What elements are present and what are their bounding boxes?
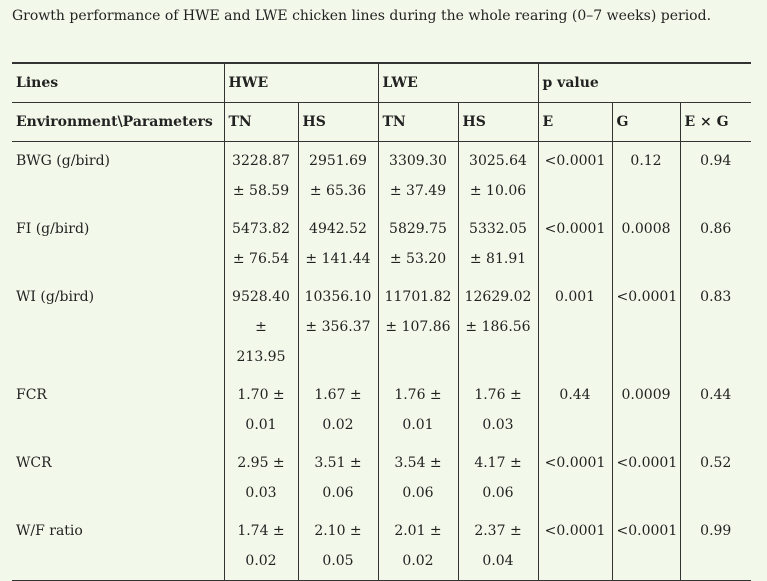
header-cell: E × G (679, 102, 752, 142)
header-cell: G (611, 102, 681, 142)
table-body: BWG (g/bird) 3228.87 ± 58.59 2951.69 ± 65.… (12, 141, 752, 581)
cell: <0.0001 (537, 444, 613, 512)
cell: 0.001 (537, 278, 613, 376)
cell: <0.0001 (537, 141, 613, 210)
cell: 0.94 (679, 141, 752, 210)
header-cell: Environment\Parameters (12, 102, 224, 142)
cell: 0.86 (679, 210, 752, 278)
row-label: W/F ratio (12, 512, 224, 581)
cell: 2951.69 ± 65.36 (297, 141, 378, 210)
row-label: WCR (16, 455, 52, 471)
cell: 9528.40 ± 213.95 (223, 278, 298, 376)
table-row: FCR 1.70 ± 0.01 1.67 ± 0.02 1.76 ± 0.01 1.76… (12, 376, 752, 444)
page: Growth performance of HWE and LWE chicke… (12, 8, 752, 581)
header-row: Lines HWE LWE p value (12, 62, 752, 103)
cell: 12629.02 ± 186.56 (457, 278, 539, 376)
header-cell: TN (223, 102, 298, 142)
cell: 0.52 (679, 444, 752, 512)
cell: <0.0001 (537, 210, 613, 278)
cell: 1.67 ± 0.02 (297, 376, 378, 444)
table-row: WCR 2.95 ± 0.03 3.51 ± 0.06 3.54 ± 0.06 4.17… (12, 444, 752, 512)
header-cell: E (537, 102, 613, 142)
header-cell: LWE (377, 62, 539, 103)
cell: <0.0001 (611, 444, 681, 512)
cell: 0.12 (611, 141, 681, 210)
cell: 0.0009 (611, 376, 681, 444)
cell: <0.0001 (611, 278, 681, 376)
cell: 3.54 ± 0.06 (377, 444, 458, 512)
row-label: WI (g/bird) (16, 289, 95, 305)
caption: Growth performance of HWE and LWE chicke… (12, 8, 712, 24)
cell: 1.76 ± 0.03 (457, 376, 539, 444)
cell: 0.99 (679, 512, 752, 581)
cell: 1.74 ± 0.02 (223, 512, 298, 581)
header-cell: p value (537, 62, 752, 103)
row-label: FI (g/bird) (16, 221, 90, 237)
row-label: FCR (16, 387, 47, 403)
cell: 2.10 ± 0.05 (297, 512, 378, 581)
cell: 3309.30 ± 37.49 (377, 141, 458, 210)
cell: 3.51 ± 0.06 (297, 444, 378, 512)
header-cell: HS (457, 102, 539, 142)
header-cell: HS (297, 102, 378, 142)
cell: 2.37 ± 0.04 (457, 512, 539, 581)
table-row: WI (g/bird) 9528.40 ± 213.95 10356.10 ± 35… (12, 278, 752, 376)
cell: <0.0001 (537, 512, 613, 581)
cell: 5473.82 ± 76.54 (223, 210, 298, 278)
cell: <0.0001 (611, 512, 681, 581)
cell: 3025.64 ± 10.06 (457, 141, 539, 210)
cell: 1.76 ± 0.01 (377, 376, 458, 444)
cell: 5332.05 ± 81.91 (457, 210, 539, 278)
cell: 0.44 (537, 376, 613, 444)
cell: 10356.10 ± 356.37 (297, 278, 378, 376)
table: Lines HWE LWE p value Environment\Parameters… (12, 62, 752, 581)
header-cell: HWE (223, 62, 378, 103)
cell: 0.44 (679, 376, 752, 444)
table-head: Lines HWE LWE p value Environment\Parameters… (12, 62, 752, 142)
cell: 2.95 ± 0.03 (223, 444, 298, 512)
cell: 2.01 ± 0.02 (377, 512, 458, 581)
row-label: BWG (g/bird) (16, 153, 111, 169)
table-row: BWG (g/bird) 3228.87 ± 58.59 2951.69 ± 65.… (12, 141, 752, 210)
cell: 11701.82 ± 107.86 (377, 278, 458, 376)
header-row: Environment\Parameters TN HS TN HS E G E × G (12, 102, 752, 142)
cell: 1.70 ± 0.01 (223, 376, 298, 444)
header-cell: TN (377, 102, 458, 142)
cell: 4.17 ± 0.06 (457, 444, 539, 512)
table-row: FI (g/bird) 5473.82 ± 76.54 4942.52 ± 141.… (12, 210, 752, 278)
cell: 0.83 (679, 278, 752, 376)
cell: 0.0008 (611, 210, 681, 278)
cell: 3228.87 ± 58.59 (223, 141, 298, 210)
cell: 4942.52 ± 141.44 (297, 210, 378, 278)
table-row: W/F ratio 1.74 ± 0.02 2.10 ± 0.05 2.01 ± 0.… (12, 512, 752, 581)
cell: 5829.75 ± 53.20 (377, 210, 458, 278)
header-cell: Lines (12, 62, 224, 103)
